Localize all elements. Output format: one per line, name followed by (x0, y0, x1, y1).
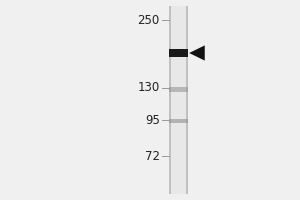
Polygon shape (189, 45, 205, 61)
Bar (169, 86, 188, 92)
Text: 130: 130 (137, 81, 160, 94)
Text: 95: 95 (145, 114, 160, 127)
Bar (171, 6, 186, 194)
Text: 250: 250 (137, 14, 160, 26)
Bar (169, 119, 188, 123)
Text: 72: 72 (145, 150, 160, 162)
Bar (169, 49, 188, 57)
Bar (169, 6, 188, 194)
